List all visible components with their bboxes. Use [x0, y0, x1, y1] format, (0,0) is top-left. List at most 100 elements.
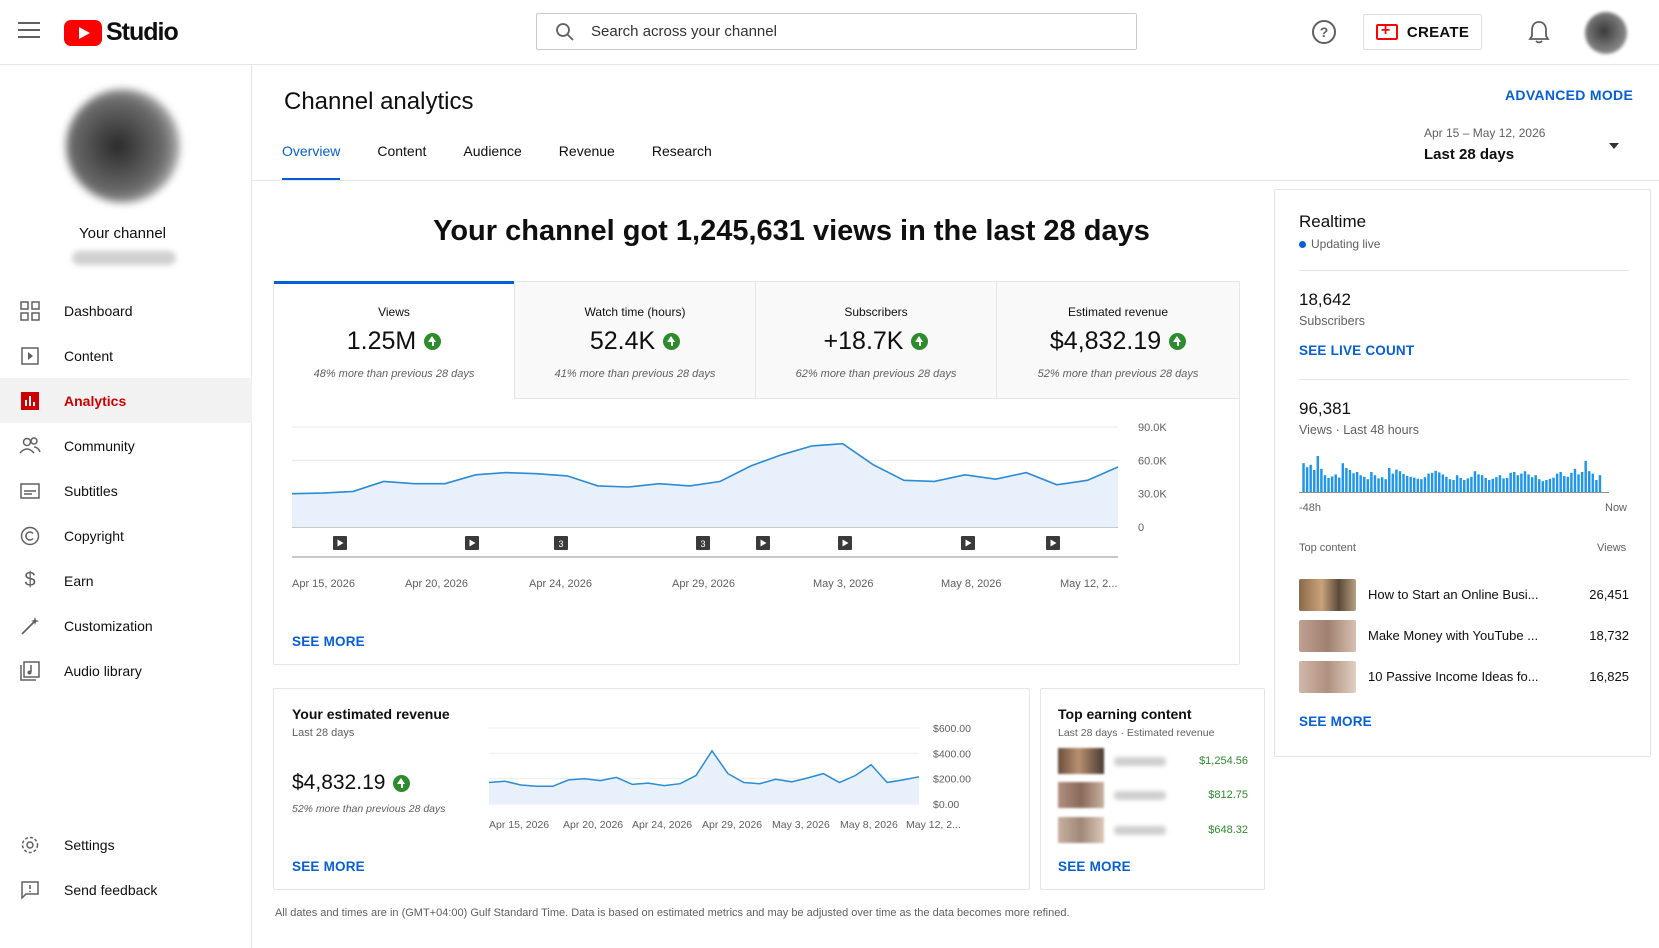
play-icon — [842, 539, 849, 547]
header-divider — [252, 180, 1659, 181]
sidebar-item-label: Copyright — [64, 527, 124, 544]
chevron-down-icon[interactable] — [1609, 143, 1619, 149]
earning-row[interactable]: $812.75 — [1058, 781, 1248, 809]
metric-tab-views[interactable]: Views 1.25M 48% more than previous 28 da… — [274, 281, 515, 399]
search-bar[interactable] — [536, 13, 1137, 50]
realtime-bar — [1491, 478, 1495, 492]
arrow-up-icon — [663, 333, 681, 350]
see-live-count-link[interactable]: SEE LIVE COUNT — [1299, 343, 1415, 358]
realtime-bar — [1402, 474, 1405, 492]
timezone-footnote: All dates and times are in (GMT+04:00) G… — [275, 907, 1070, 919]
realtime-bar — [1577, 474, 1580, 492]
realtime-bar — [1320, 468, 1323, 492]
realtime-bar — [1366, 479, 1370, 492]
sidebar-item-copyright[interactable]: Copyright — [0, 513, 252, 558]
realtime-bar — [1355, 472, 1359, 492]
realtime-bar — [1480, 475, 1484, 492]
realtime-bar — [1416, 478, 1420, 492]
realtime-see-more-link[interactable]: SEE MORE — [1299, 714, 1372, 729]
y-tick-label: 30.0K — [1138, 489, 1167, 501]
arrow-up-icon — [393, 774, 411, 792]
channel-avatar[interactable] — [66, 89, 180, 203]
create-label: CREATE — [1406, 23, 1470, 41]
realtime-bar — [1541, 481, 1545, 492]
realtime-bar — [1313, 470, 1316, 492]
create-video-icon — [1375, 22, 1398, 40]
live-indicator: Updating live — [1299, 237, 1380, 251]
video-thumbnail — [1058, 817, 1104, 843]
notifications-bell-icon[interactable] — [1528, 20, 1550, 44]
video-marker — [756, 536, 770, 550]
tab-research[interactable]: Research — [651, 143, 712, 159]
revenue-see-more-link[interactable]: SEE MORE — [292, 859, 365, 874]
realtime-bar — [1570, 472, 1573, 492]
sidebar-item-subtitles[interactable]: Subtitles — [0, 468, 252, 513]
advanced-mode-link[interactable]: ADVANCED MODE — [1505, 87, 1634, 103]
tab-content[interactable]: Content — [377, 143, 427, 159]
x-tick-label: Apr 29, 2026 — [672, 578, 735, 590]
realtime-bar — [1488, 480, 1491, 492]
top-content-row[interactable]: Make Money with YouTube ... 18,732 — [1299, 619, 1629, 652]
realtime-subscribers-label: Subscribers — [1299, 314, 1365, 328]
top-content-row[interactable]: 10 Passive Income Ideas fo... 16,825 — [1299, 660, 1629, 693]
realtime-bar — [1498, 475, 1502, 492]
search-input[interactable] — [591, 23, 1091, 40]
video-marker — [1046, 536, 1060, 550]
earning-value: $812.75 — [1208, 789, 1248, 801]
top-earning-see-more-link[interactable]: SEE MORE — [1058, 859, 1131, 874]
realtime-bar — [1470, 476, 1473, 492]
realtime-bar — [1434, 470, 1437, 492]
earning-row[interactable]: $648.32 — [1058, 816, 1248, 844]
video-title: How to Start an Online Busi... — [1368, 587, 1539, 602]
date-range-label: Last 28 days — [1424, 146, 1515, 163]
sidebar-item-dashboard[interactable]: Dashboard — [0, 288, 252, 333]
realtime-bar — [1398, 471, 1402, 492]
views-headline: Your channel got 1,245,631 views in the … — [433, 215, 1150, 247]
views-see-more-link[interactable]: SEE MORE — [292, 634, 365, 649]
play-icon — [1050, 539, 1057, 547]
metric-tab-subscribers[interactable]: Subscribers +18.7K 62% more than previou… — [756, 282, 997, 399]
earning-row[interactable]: $1,254.56 — [1058, 747, 1248, 775]
page-title: Channel analytics — [284, 88, 474, 115]
realtime-bar — [1591, 473, 1595, 492]
gear-icon — [18, 833, 42, 857]
metric-tab-watch-time[interactable]: Watch time (hours) 52.4K 41% more than p… — [515, 282, 756, 399]
sidebar-item-audio-library[interactable]: Audio library — [0, 648, 252, 693]
create-button[interactable]: CREATE — [1363, 14, 1482, 50]
sidebar-item-earn[interactable]: $ Earn — [0, 558, 252, 603]
tab-revenue[interactable]: Revenue — [558, 143, 615, 159]
menu-icon[interactable] — [18, 22, 40, 40]
metric-tab-revenue[interactable]: Estimated revenue $4,832.19 52% more tha… — [997, 282, 1239, 399]
sidebar-item-content[interactable]: Content — [0, 333, 252, 378]
realtime-bar — [1430, 472, 1434, 492]
account-avatar[interactable] — [1585, 12, 1627, 54]
tab-overview[interactable]: Overview — [282, 143, 341, 181]
realtime-bar — [1459, 478, 1462, 492]
sidebar-item-customization[interactable]: Customization — [0, 603, 252, 648]
sidebar-item-analytics[interactable]: Analytics — [0, 378, 252, 423]
realtime-bar — [1477, 474, 1480, 492]
x-tick-label: May 12, 2... — [906, 819, 961, 831]
realtime-bar — [1338, 477, 1341, 492]
tab-audience[interactable]: Audience — [463, 143, 522, 159]
realtime-bar — [1484, 478, 1487, 492]
help-icon[interactable]: ? — [1312, 20, 1336, 44]
sidebar-item-community[interactable]: Community — [0, 423, 252, 468]
video-marker-count: 3 — [700, 539, 705, 549]
date-range-picker[interactable]: Apr 15 – May 12, 2026 Last 28 days — [1424, 126, 1545, 163]
video-marker — [961, 536, 975, 550]
sidebar-item-label: Settings — [64, 836, 115, 853]
sidebar-item-label: Dashboard — [64, 302, 133, 319]
content-icon — [18, 344, 42, 368]
top-bar: Studio ? CREATE — [0, 0, 1659, 65]
studio-logo[interactable]: Studio — [64, 18, 179, 47]
realtime-bar — [1327, 478, 1330, 492]
video-marker-count: 3 — [558, 539, 563, 549]
top-content-row[interactable]: How to Start an Online Busi... 26,451 — [1299, 578, 1629, 611]
sidebar-item-send-feedback[interactable]: Send feedback — [0, 867, 252, 912]
arrow-up-icon — [1169, 333, 1187, 350]
sidebar-item-settings[interactable]: Settings — [0, 822, 252, 867]
realtime-bar — [1391, 473, 1395, 492]
realtime-card: Realtime Updating live 18,642 Subscriber… — [1274, 189, 1651, 757]
channel-name-blurred — [72, 251, 176, 265]
